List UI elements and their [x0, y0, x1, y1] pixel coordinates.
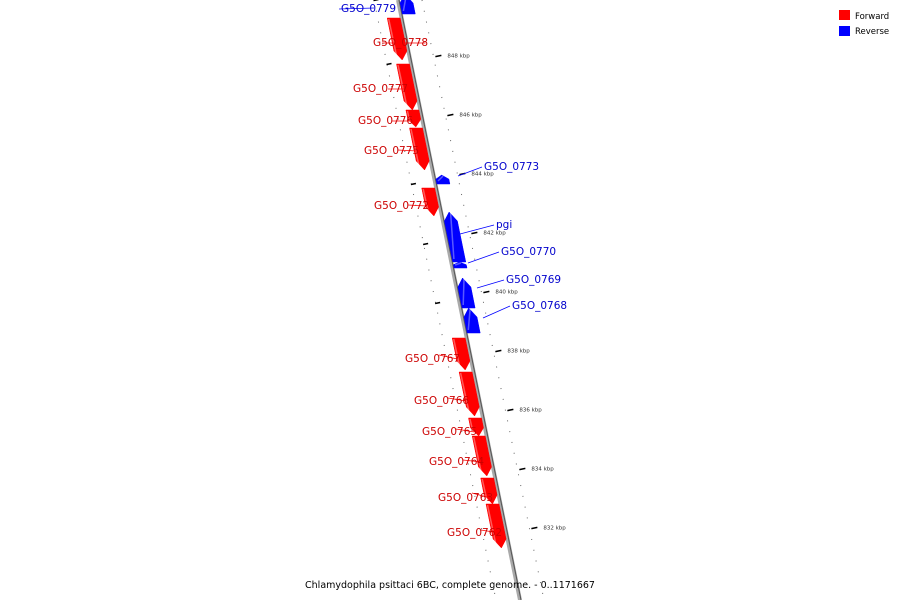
gene-connector — [467, 251, 500, 264]
gene-label-g5o_0770: G5O_0770 — [501, 246, 556, 258]
gene-g5o_0770-arrow — [453, 261, 468, 269]
gene-connector — [462, 459, 482, 463]
gene-label-g5o_0778: G5O_0778 — [373, 37, 428, 49]
gene-g5o_0762-arrow — [485, 503, 507, 549]
gene-label-g5o_0764: G5O_0764 — [429, 456, 484, 468]
gene-label-g5o_0776: G5O_0776 — [358, 115, 413, 127]
gene-label-g5o_0773: G5O_0773 — [484, 161, 539, 173]
gene-connector — [482, 305, 511, 319]
gene-connector — [459, 224, 495, 235]
legend-forward-swatch — [839, 10, 850, 20]
gene-g5o_0772-arrow — [421, 187, 439, 217]
tick-mark — [519, 467, 526, 471]
tick-layer: 848 kbp 846 kbp 844 kbp 842 kbp 840 kbp 838 k… — [373, 0, 566, 532]
gene-connector — [397, 149, 417, 152]
gene-layer — [386, 0, 507, 549]
gene-label-g5o_0767: G5O_0767 — [405, 353, 460, 365]
tick-label: 842 kbp — [483, 231, 506, 237]
legend-forward-label: Forward — [855, 12, 889, 22]
gene-label-g5o_0766: G5O_0766 — [414, 395, 469, 407]
gene-g5o_0763-arrow — [480, 477, 498, 505]
map-caption: Chlamydophila psittaci 6BC, complete gen… — [305, 580, 595, 591]
tick-label: 848 kbp — [447, 54, 470, 60]
gene-g5o_0779-arrow — [399, 0, 416, 15]
gene-connector — [471, 492, 491, 499]
gene-highlight — [410, 128, 420, 168]
gene-label-g5o_0779: G5O_0779 — [341, 3, 396, 15]
gene-label-g5o_0763: G5O_0763 — [438, 492, 493, 504]
legend-reverse-label: Reverse — [855, 27, 889, 37]
legend: Forward Reverse — [839, 10, 889, 37]
tick-mark — [447, 113, 454, 117]
tick-label: 844 kbp — [471, 172, 494, 178]
gene-label-g5o_0762: G5O_0762 — [447, 527, 502, 539]
gene-highlight — [472, 436, 483, 474]
label-layer: G5O_0779 G5O_0778 G5O_0777 G5O_0776 G5O_0775… — [338, 3, 567, 539]
gene-connector — [407, 204, 427, 207]
tick-label: 834 kbp — [531, 467, 554, 473]
gene-g5o_0765-arrow — [468, 417, 484, 437]
minor-tick-mark — [373, 0, 379, 2]
gene-label-g5o_0765: G5O_0765 — [422, 426, 477, 438]
gene-connector — [457, 166, 483, 177]
gene-highlight — [387, 18, 398, 58]
gene-highlight — [459, 372, 470, 414]
tick-label: 846 kbp — [459, 113, 482, 119]
gene-g5o_0778-arrow — [386, 17, 408, 61]
tick-label: 840 kbp — [495, 290, 518, 296]
backbone-layer — [396, 0, 522, 600]
gene-highlight — [422, 188, 430, 214]
gene-label-pgi: pgi — [496, 219, 512, 231]
gene-connector — [338, 7, 375, 10]
gene-g5o_0768-arrow — [463, 307, 481, 334]
gene-highlight — [437, 175, 444, 182]
minor-tick-mark — [386, 62, 392, 66]
tick-label: 836 kbp — [519, 408, 542, 414]
gene-label-g5o_0772: G5O_0772 — [374, 200, 429, 212]
genome-backbone — [396, 0, 522, 600]
gene-label-g5o_0769: G5O_0769 — [506, 274, 561, 286]
gene-g5o_0777-arrow — [396, 63, 418, 111]
gene-connector — [455, 428, 475, 433]
gene-highlight — [486, 504, 497, 546]
gene-connector — [476, 279, 505, 289]
gene-g5o_0773-arrow — [435, 174, 451, 185]
minor-tick-mark — [410, 182, 417, 186]
gene-highlight — [406, 110, 412, 125]
gene-highlight — [469, 418, 474, 434]
gene-highlight — [397, 64, 408, 108]
gene-connector — [438, 354, 458, 360]
gene-highlight — [481, 478, 488, 502]
tick-mark — [507, 408, 514, 412]
gene-highlight — [402, 0, 407, 12]
gene-pgi-arrow — [444, 211, 467, 263]
tick-mark — [483, 290, 490, 294]
gene-highlight — [454, 262, 462, 266]
tick-mark — [435, 54, 442, 58]
gene-highlight — [467, 308, 471, 331]
gene-highlight — [452, 338, 461, 368]
legend-reverse-swatch — [839, 26, 850, 36]
gene-highlight — [462, 278, 465, 306]
tick-mark — [495, 349, 502, 353]
gene-g5o_0775-arrow — [409, 127, 430, 171]
tick-label: 838 kbp — [507, 349, 530, 355]
gene-label-g5o_0775: G5O_0775 — [364, 145, 419, 157]
gene-connector — [447, 397, 467, 402]
minor-tick-mark — [434, 301, 441, 305]
gene-label-g5o_0777: G5O_0777 — [353, 83, 408, 95]
gene-highlight — [449, 212, 455, 260]
gene-g5o_0767-arrow — [451, 337, 471, 371]
gene-connector — [480, 529, 500, 534]
gene-label-g5o_0768: G5O_0768 — [512, 300, 567, 312]
tick-mark — [471, 231, 478, 235]
genome-backbone-shadow — [398, 0, 522, 600]
tick-mark — [531, 526, 538, 530]
minor-tick-mark — [422, 242, 429, 246]
gene-g5o_0776-arrow — [405, 109, 422, 128]
tick-label: 832 kbp — [543, 526, 566, 532]
